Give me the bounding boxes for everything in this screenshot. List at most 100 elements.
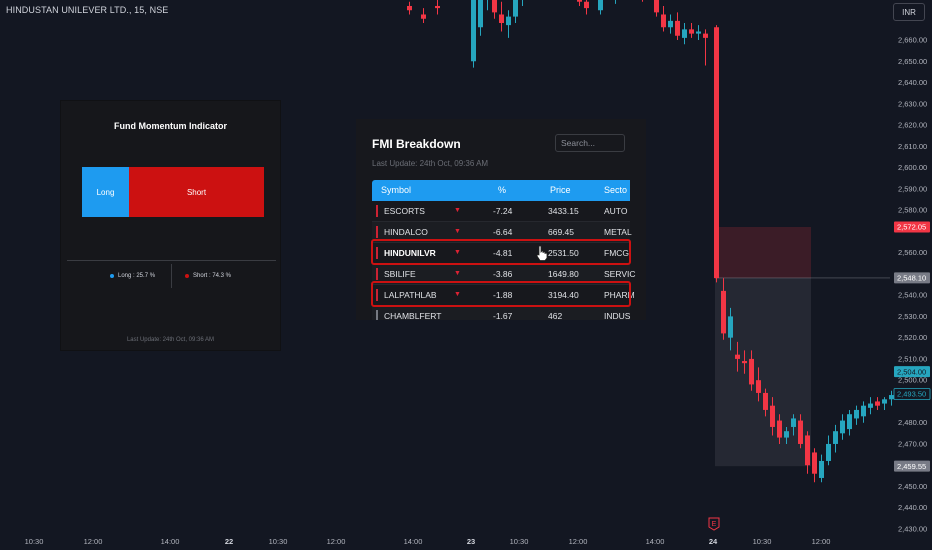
breakdown-title: FMI Breakdown bbox=[372, 137, 461, 151]
table-row[interactable]: CHAMBLFERT -1.67 462 INDUS bbox=[372, 306, 630, 320]
time-tick-label: 10:30 bbox=[510, 537, 529, 546]
candle bbox=[868, 397, 873, 415]
table-header: Symbol % Price Secto bbox=[372, 180, 630, 201]
time-tick-label: 12:00 bbox=[812, 537, 831, 546]
price-tick-label: 2,630.00 bbox=[898, 99, 927, 108]
price-tick-label: 2,480.00 bbox=[898, 418, 927, 427]
candle bbox=[661, 5, 666, 32]
legend-long: Long : 25.7 % bbox=[110, 273, 155, 279]
candle bbox=[770, 397, 775, 436]
col-pct[interactable]: % bbox=[498, 185, 507, 195]
price-tick-label: 2,430.00 bbox=[898, 525, 927, 534]
down-arrow-icon: ▼ bbox=[454, 249, 461, 256]
candle bbox=[854, 405, 859, 425]
candles bbox=[407, 0, 894, 483]
row-pct: -7.24 bbox=[493, 206, 513, 216]
candle bbox=[819, 454, 824, 483]
price-tick-label: 2,510.00 bbox=[898, 354, 927, 363]
row-price: 669.45 bbox=[548, 227, 574, 237]
candle bbox=[861, 401, 866, 423]
search-input[interactable]: Search... bbox=[555, 134, 625, 152]
col-sector[interactable]: Secto bbox=[604, 185, 628, 195]
row-symbol: CHAMBLFERT bbox=[384, 311, 442, 320]
row-sector: AUTO bbox=[604, 206, 628, 216]
candle bbox=[487, 0, 488, 11]
short-bar: Short bbox=[129, 167, 264, 217]
row-symbol: LALPATHLAB bbox=[384, 290, 437, 300]
candle bbox=[407, 1, 412, 15]
price-tick-label: 2,610.00 bbox=[898, 142, 927, 151]
currency-button[interactable]: INR bbox=[893, 3, 925, 21]
price-badge-entry: 2,548.10 bbox=[894, 272, 930, 284]
row-sector: METAL bbox=[604, 227, 632, 237]
candle bbox=[826, 435, 831, 466]
row-symbol: HINDUNILVR bbox=[384, 248, 436, 258]
fmi-title: Fund Momentum Indicator bbox=[114, 121, 227, 131]
down-arrow-icon: ▼ bbox=[454, 291, 461, 298]
price-tick-label: 2,560.00 bbox=[898, 248, 927, 257]
long-bar-label: Long bbox=[96, 187, 115, 197]
row-pct: -6.64 bbox=[493, 227, 513, 237]
row-sector: FMCG bbox=[604, 248, 630, 258]
candle bbox=[735, 341, 740, 372]
price-tick-label: 2,580.00 bbox=[898, 206, 927, 215]
price-badge-label: 2,493.50 bbox=[897, 390, 926, 399]
long-dot-icon bbox=[110, 274, 114, 278]
fmi-indicator-panel: Fund Momentum Indicator Long Short Long … bbox=[60, 100, 281, 351]
row-sector: INDUS bbox=[604, 311, 631, 320]
candle bbox=[513, 0, 518, 23]
earnings-marker-icon[interactable]: E bbox=[708, 517, 720, 531]
row-pct: -4.81 bbox=[493, 248, 513, 258]
fmi-last-update: Last Update: 24th Oct, 09:36 AM bbox=[126, 337, 215, 343]
price-tick-label: 2,530.00 bbox=[898, 312, 927, 321]
table-row[interactable]: SBILIFE ▼ -3.86 1649.80 SERVIC bbox=[372, 264, 636, 285]
row-symbol: SBILIFE bbox=[384, 269, 416, 279]
candle bbox=[668, 14, 673, 34]
table-row[interactable]: ESCORTS ▼ -7.24 3433.15 AUTO bbox=[372, 201, 630, 222]
price-tick-label: 2,470.00 bbox=[898, 439, 927, 448]
col-symbol[interactable]: Symbol bbox=[381, 185, 412, 195]
candle bbox=[675, 12, 680, 40]
time-tick-label: 12:00 bbox=[569, 537, 588, 546]
candle bbox=[889, 390, 894, 406]
row-price: 3194.40 bbox=[548, 290, 579, 300]
price-tick-label: 2,540.00 bbox=[898, 291, 927, 300]
candle bbox=[833, 424, 838, 453]
price-badge-label: 2,572.05 bbox=[897, 223, 926, 232]
candle bbox=[435, 0, 440, 15]
row-sector: SERVIC bbox=[604, 269, 636, 279]
time-tick-label: 12:00 bbox=[84, 537, 103, 546]
time-tick-label: 10:30 bbox=[269, 537, 288, 546]
table-row[interactable]: HINDALCO ▼ -6.64 669.45 METAL bbox=[372, 222, 632, 243]
time-tick-label: 10:30 bbox=[25, 537, 44, 546]
candle bbox=[882, 397, 887, 410]
time-tick-label: 10:30 bbox=[753, 537, 772, 546]
candle bbox=[798, 414, 803, 449]
legend-long-label: Long : 25.7 % bbox=[118, 273, 156, 279]
row-marker bbox=[376, 205, 378, 217]
row-price: 1649.80 bbox=[548, 269, 579, 279]
candle bbox=[421, 8, 426, 23]
row-marker bbox=[376, 247, 378, 259]
candle bbox=[777, 414, 782, 444]
candle bbox=[682, 22, 687, 45]
price-tick-label: 2,600.00 bbox=[898, 163, 927, 172]
down-arrow-icon: ▼ bbox=[454, 228, 461, 235]
highlight-lalpathlab bbox=[371, 281, 631, 307]
candle bbox=[703, 29, 708, 66]
price-tick-label: 2,660.00 bbox=[898, 36, 927, 45]
price-tick-label: 2,440.00 bbox=[898, 503, 927, 512]
price-tick-label: 2,620.00 bbox=[898, 121, 927, 130]
candle bbox=[492, 0, 497, 19]
candle bbox=[840, 414, 845, 440]
candle bbox=[749, 350, 754, 391]
candle bbox=[721, 278, 726, 340]
candle bbox=[615, 0, 616, 4]
divider bbox=[171, 264, 172, 288]
price-badge-label: 2,548.10 bbox=[897, 274, 926, 283]
time-tick-label: 14:00 bbox=[404, 537, 423, 546]
candle bbox=[728, 307, 733, 351]
price-tick-label: 2,520.00 bbox=[898, 333, 927, 342]
col-price[interactable]: Price bbox=[550, 185, 571, 195]
